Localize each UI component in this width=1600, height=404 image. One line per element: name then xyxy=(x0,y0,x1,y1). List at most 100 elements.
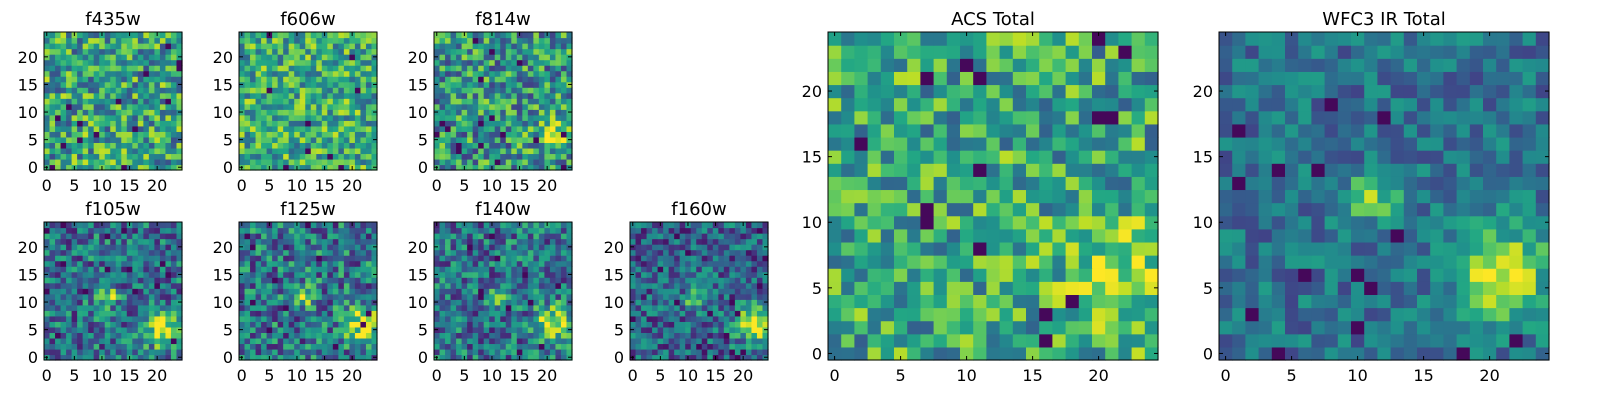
heatmap-cell xyxy=(451,321,457,327)
heatmap-cell xyxy=(311,142,317,148)
heatmap-cell xyxy=(322,109,328,115)
heatmap-cell xyxy=(484,244,490,250)
heatmap-cell xyxy=(663,250,669,256)
heatmap-cell xyxy=(83,321,89,327)
heatmap-cell xyxy=(1066,321,1080,335)
heatmap-cell xyxy=(94,32,100,38)
heatmap-cell xyxy=(511,131,517,137)
heatmap-cell xyxy=(868,216,882,230)
heatmap-cell xyxy=(539,76,545,82)
heatmap-cell xyxy=(88,250,94,256)
heatmap-cell xyxy=(522,126,528,132)
heatmap-cell xyxy=(250,316,256,322)
heatmap-cell xyxy=(132,71,138,77)
heatmap-cell xyxy=(462,244,468,250)
heatmap-cell xyxy=(322,65,328,71)
heatmap-cell xyxy=(522,71,528,77)
heatmap-cell xyxy=(272,32,278,38)
heatmap-cell xyxy=(841,216,855,230)
heatmap-cell xyxy=(539,228,545,234)
heatmap-cell xyxy=(338,272,344,278)
heatmap-cell xyxy=(94,109,100,115)
heatmap-cell xyxy=(55,316,61,322)
heatmap-cell xyxy=(561,159,567,165)
y-tick-label: 20 xyxy=(408,48,428,67)
heatmap-cell xyxy=(305,54,311,60)
y-tick-label: 20 xyxy=(213,238,233,257)
heatmap-cell xyxy=(338,250,344,256)
heatmap-cell xyxy=(127,266,133,272)
heatmap-cell xyxy=(88,277,94,283)
heatmap-cell xyxy=(239,277,245,283)
heatmap-cell xyxy=(311,255,317,261)
heatmap-cell xyxy=(127,310,133,316)
heatmap-cell xyxy=(1039,268,1053,282)
heatmap-cell xyxy=(440,60,446,66)
heatmap-cell xyxy=(239,38,245,44)
heatmap-cell xyxy=(674,239,680,245)
heatmap-cell xyxy=(757,299,763,305)
heatmap-cell xyxy=(311,60,317,66)
heatmap-cell xyxy=(294,299,300,305)
heatmap-cell xyxy=(171,148,177,154)
heatmap-cell xyxy=(160,98,166,104)
heatmap-cell xyxy=(685,233,691,239)
heatmap-cell xyxy=(116,71,122,77)
heatmap-cell xyxy=(83,115,89,121)
heatmap-cell xyxy=(121,332,127,338)
heatmap-cell xyxy=(561,305,567,311)
heatmap-cell xyxy=(561,120,567,126)
heatmap-cell xyxy=(1105,163,1119,177)
heatmap-cell xyxy=(55,82,61,88)
heatmap-cell xyxy=(550,228,556,234)
heatmap-cell xyxy=(239,321,245,327)
heatmap-cell xyxy=(72,310,78,316)
heatmap-cell xyxy=(250,338,256,344)
heatmap-cell xyxy=(105,305,111,311)
y-tick-label: 5 xyxy=(418,131,428,150)
heatmap-cell xyxy=(1000,189,1014,203)
heatmap-cell xyxy=(881,294,895,308)
heatmap-cell xyxy=(250,104,256,110)
heatmap-cell xyxy=(691,316,697,322)
heatmap-cell xyxy=(478,54,484,60)
heatmap-cell xyxy=(338,239,344,245)
heatmap-cell xyxy=(713,255,719,261)
heatmap-cell xyxy=(132,305,138,311)
heatmap-cell xyxy=(322,87,328,93)
heatmap-cell xyxy=(94,87,100,93)
heatmap-cell xyxy=(105,327,111,333)
heatmap-cell xyxy=(920,347,934,361)
heatmap-cell xyxy=(327,266,333,272)
heatmap-cell xyxy=(105,148,111,154)
heatmap-cell xyxy=(696,343,702,349)
heatmap-cell xyxy=(652,255,658,261)
heatmap-cell xyxy=(495,65,501,71)
heatmap-cell xyxy=(440,338,446,344)
heatmap-cell xyxy=(1013,189,1027,203)
heatmap-cell xyxy=(669,310,675,316)
heatmap-cell xyxy=(50,131,56,137)
heatmap-cell xyxy=(360,126,366,132)
heatmap-cell xyxy=(517,120,523,126)
heatmap-cell xyxy=(294,255,300,261)
heatmap-cell xyxy=(663,261,669,267)
heatmap-cell xyxy=(907,334,921,348)
heatmap-cell xyxy=(149,82,155,88)
heatmap-cell xyxy=(484,131,490,137)
heatmap-cell xyxy=(50,126,56,132)
heatmap-cell xyxy=(735,233,741,239)
heatmap-cell xyxy=(245,60,251,66)
heatmap-cell xyxy=(250,120,256,126)
x-tick-label: 10 xyxy=(678,366,698,385)
heatmap-cell xyxy=(702,327,708,333)
heatmap-cell xyxy=(239,148,245,154)
heatmap-cell xyxy=(440,255,446,261)
heatmap-cell xyxy=(366,244,372,250)
heatmap-cell xyxy=(316,76,322,82)
heatmap-cell xyxy=(1118,229,1132,243)
heatmap-cell xyxy=(83,49,89,55)
heatmap-cell xyxy=(278,332,284,338)
heatmap-cell xyxy=(143,87,149,93)
heatmap-cell xyxy=(445,239,451,245)
